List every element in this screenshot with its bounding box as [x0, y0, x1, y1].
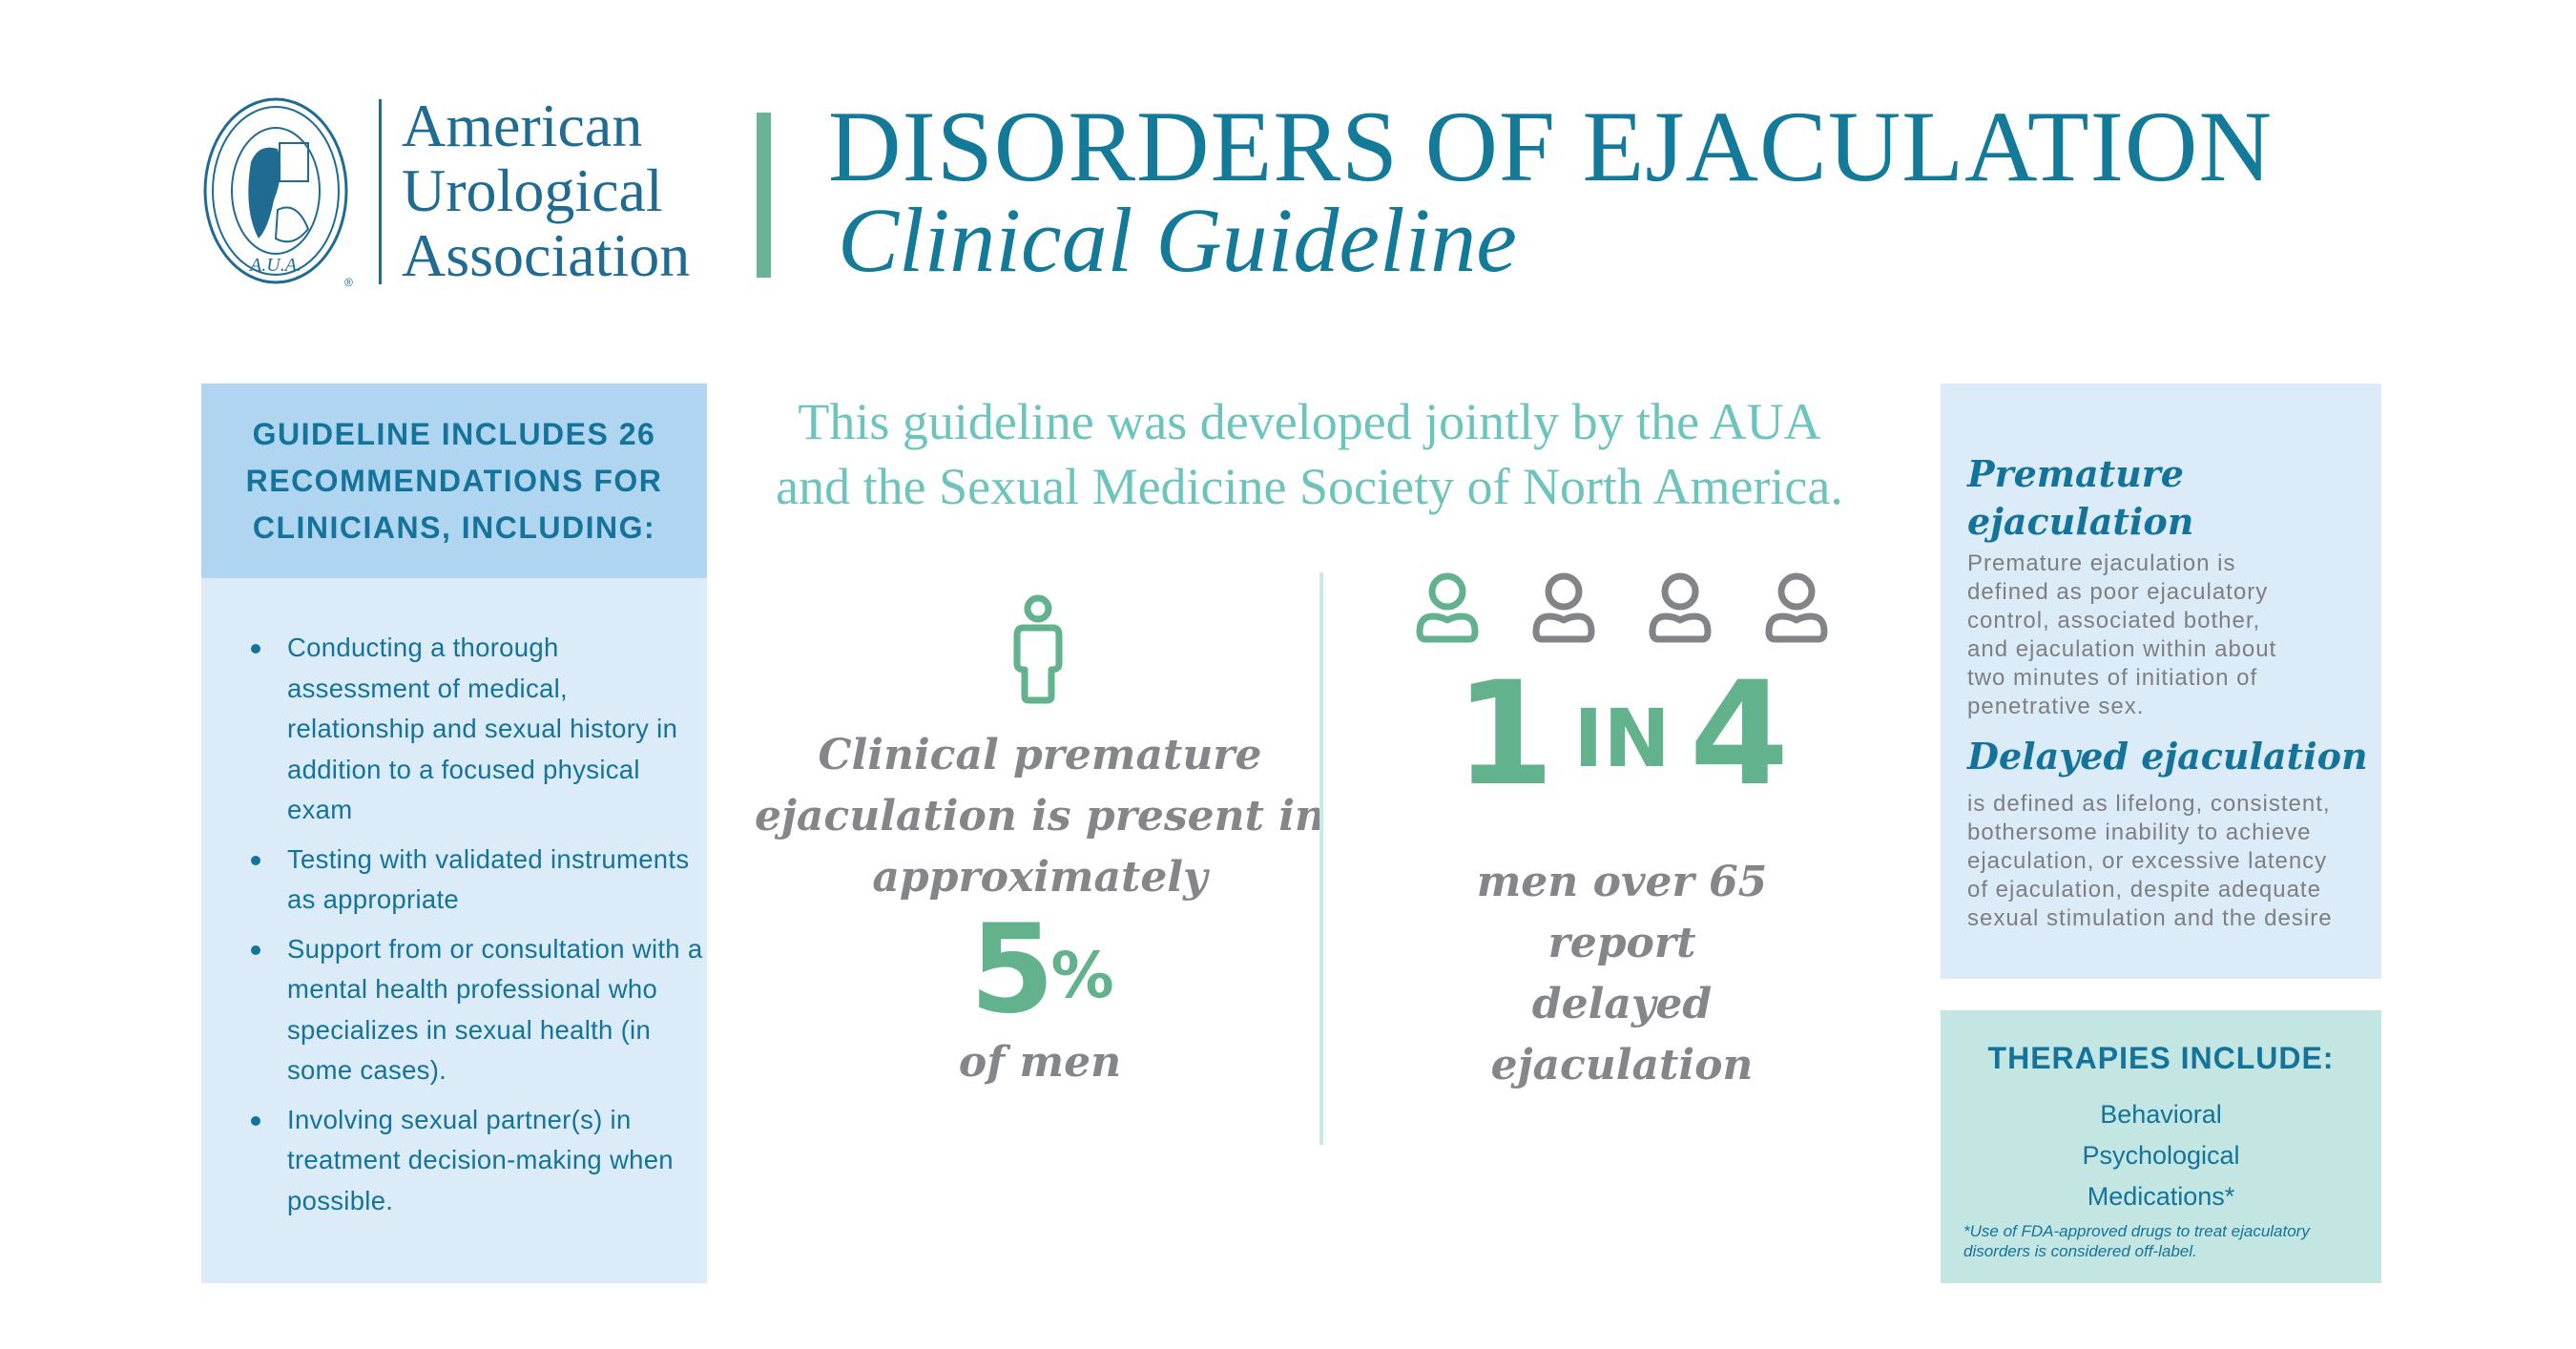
- heading-line: GUIDELINE INCLUDES 26: [252, 416, 656, 451]
- definition-line: is defined as lifelong, consistent,: [1967, 791, 2331, 817]
- stat-text-line: Clinical premature: [818, 731, 1262, 779]
- definition-line: Premature ejaculation is: [1967, 550, 2236, 576]
- stat-number: 5: [969, 899, 1054, 1041]
- definition-line: two minutes of initiation of: [1967, 665, 2258, 691]
- definition-line: and ejaculation within about: [1967, 636, 2277, 662]
- stat-text-line: ejaculation is present in: [755, 792, 1325, 841]
- page-subtitle: Clinical Guideline: [838, 189, 1517, 291]
- ratio-numerator: 1: [1454, 652, 1555, 818]
- definition-line: ejaculation, or excessive latency: [1967, 848, 2328, 874]
- ratio-denominator: 4: [1689, 652, 1790, 818]
- person-filled-icon: [1011, 593, 1065, 709]
- stat-text-line: report: [1548, 919, 1696, 967]
- premature-definition: Premature ejaculation is defined as poor …: [1967, 550, 2378, 721]
- therapy-item: Medications*: [2087, 1182, 2235, 1211]
- definition-line: sexual stimulation and the desire: [1967, 905, 2333, 931]
- title-accent-bar: [757, 113, 771, 278]
- stat-text-line: ejaculation: [1490, 1041, 1754, 1090]
- list-item-text: Testing with validated instruments as ap…: [287, 843, 690, 915]
- stat-suffix: of men: [958, 1038, 1122, 1087]
- list-item-text: Involving sexual partner(s) in treatment…: [287, 1104, 674, 1215]
- recommendations-list: Conducting a thorough assessment of medi…: [245, 628, 703, 1230]
- org-name-line: Urological: [402, 156, 663, 224]
- delayed-definition: is defined as lifelong, consistent, bothe…: [1967, 790, 2378, 933]
- intro-line: and the Sexual Medicine Society of North…: [776, 458, 1843, 515]
- therapies-heading: THERAPIES INCLUDE:: [1987, 1041, 2335, 1075]
- org-name-line: Association: [402, 221, 691, 289]
- definition-line: of ejaculation, despite adequate: [1967, 877, 2321, 903]
- org-name-line: American: [402, 92, 643, 159]
- ratio: 1 IN 4: [1355, 663, 1889, 841]
- list-item: Testing with validated instruments as ap…: [245, 840, 703, 921]
- recommendations-heading: GUIDELINE INCLUDES 26 RECOMMENDATIONS FO…: [201, 384, 707, 578]
- premature-heading: Premature: [1967, 452, 2184, 495]
- therapies-box: THERAPIES INCLUDE: Behavioral Psychologi…: [1941, 1010, 2381, 1283]
- svg-text:®: ®: [344, 276, 353, 289]
- aua-seal-logo: A.U.A. ®: [201, 95, 356, 290]
- definition-line: control, associated bother,: [1967, 608, 2261, 633]
- definitions-panel: Premature ejaculation Premature ejaculat…: [1941, 384, 2381, 979]
- org-name: American Urological Association: [402, 93, 690, 288]
- list-item: Conducting a thorough assessment of medi…: [245, 628, 703, 831]
- stat-unit: %: [1050, 939, 1113, 1012]
- delayed-heading: Delayed ejaculation: [1967, 735, 2368, 778]
- premature-heading: ejaculation: [1967, 500, 2194, 543]
- ratio-connector: IN: [1573, 692, 1671, 785]
- intro-text: This guideline was developed jointly by …: [725, 389, 1894, 519]
- bullet-icon: [251, 855, 260, 865]
- heading-line: RECOMMENDATIONS FOR: [245, 463, 663, 498]
- bullet-icon: [251, 1115, 260, 1126]
- delayed-stat: 1 IN 4 men over 65 report delayed ejaculat…: [1355, 572, 1889, 1096]
- definition-line: penetrative sex.: [1967, 694, 2145, 719]
- stat-text-line: delayed: [1531, 980, 1713, 1028]
- list-item-text: Conducting a thorough assessment of medi…: [287, 633, 678, 824]
- recommendations-panel: GUIDELINE INCLUDES 26 RECOMMENDATIONS FO…: [201, 384, 707, 1283]
- definition-line: defined as poor ejaculatory: [1967, 579, 2269, 605]
- heading-line: CLINICIANS, INCLUDING:: [252, 509, 656, 545]
- therapy-item: Behavioral: [2100, 1100, 2222, 1129]
- person-icon: [1649, 572, 1712, 650]
- column-divider: [1319, 572, 1323, 1145]
- bullet-icon: [251, 644, 260, 654]
- intro-line: This guideline was developed jointly by …: [798, 393, 1821, 450]
- list-item: Involving sexual partner(s) in treatment…: [245, 1100, 703, 1222]
- person-icon: [1765, 572, 1828, 650]
- premature-stat: Clinical premature ejaculation is presen…: [744, 725, 1336, 1093]
- definition-line: bothersome inability to achieve: [1967, 820, 2312, 845]
- person-highlighted-icon: [1416, 572, 1479, 650]
- stat-text-line: approximately: [872, 853, 1208, 902]
- stat-text-line: men over 65: [1476, 858, 1768, 906]
- stat-value: 5%: [744, 908, 1336, 1032]
- therapies-footnote: *Use of FDA-approved drugs to treat ejac…: [1963, 1222, 2310, 1260]
- logo-divider: [379, 99, 382, 284]
- list-item-text: Support from or consultation with a ment…: [287, 933, 703, 1086]
- person-icon: [1532, 572, 1595, 650]
- list-item: Support from or consultation with a ment…: [245, 929, 703, 1091]
- page-title: DISORDERS OF EJACULATION: [828, 91, 2274, 202]
- person-icons-row: [1355, 572, 1889, 650]
- therapy-item: Psychological: [2082, 1141, 2240, 1170]
- bullet-icon: [251, 944, 260, 955]
- seal-monogram: A.U.A.: [248, 255, 301, 276]
